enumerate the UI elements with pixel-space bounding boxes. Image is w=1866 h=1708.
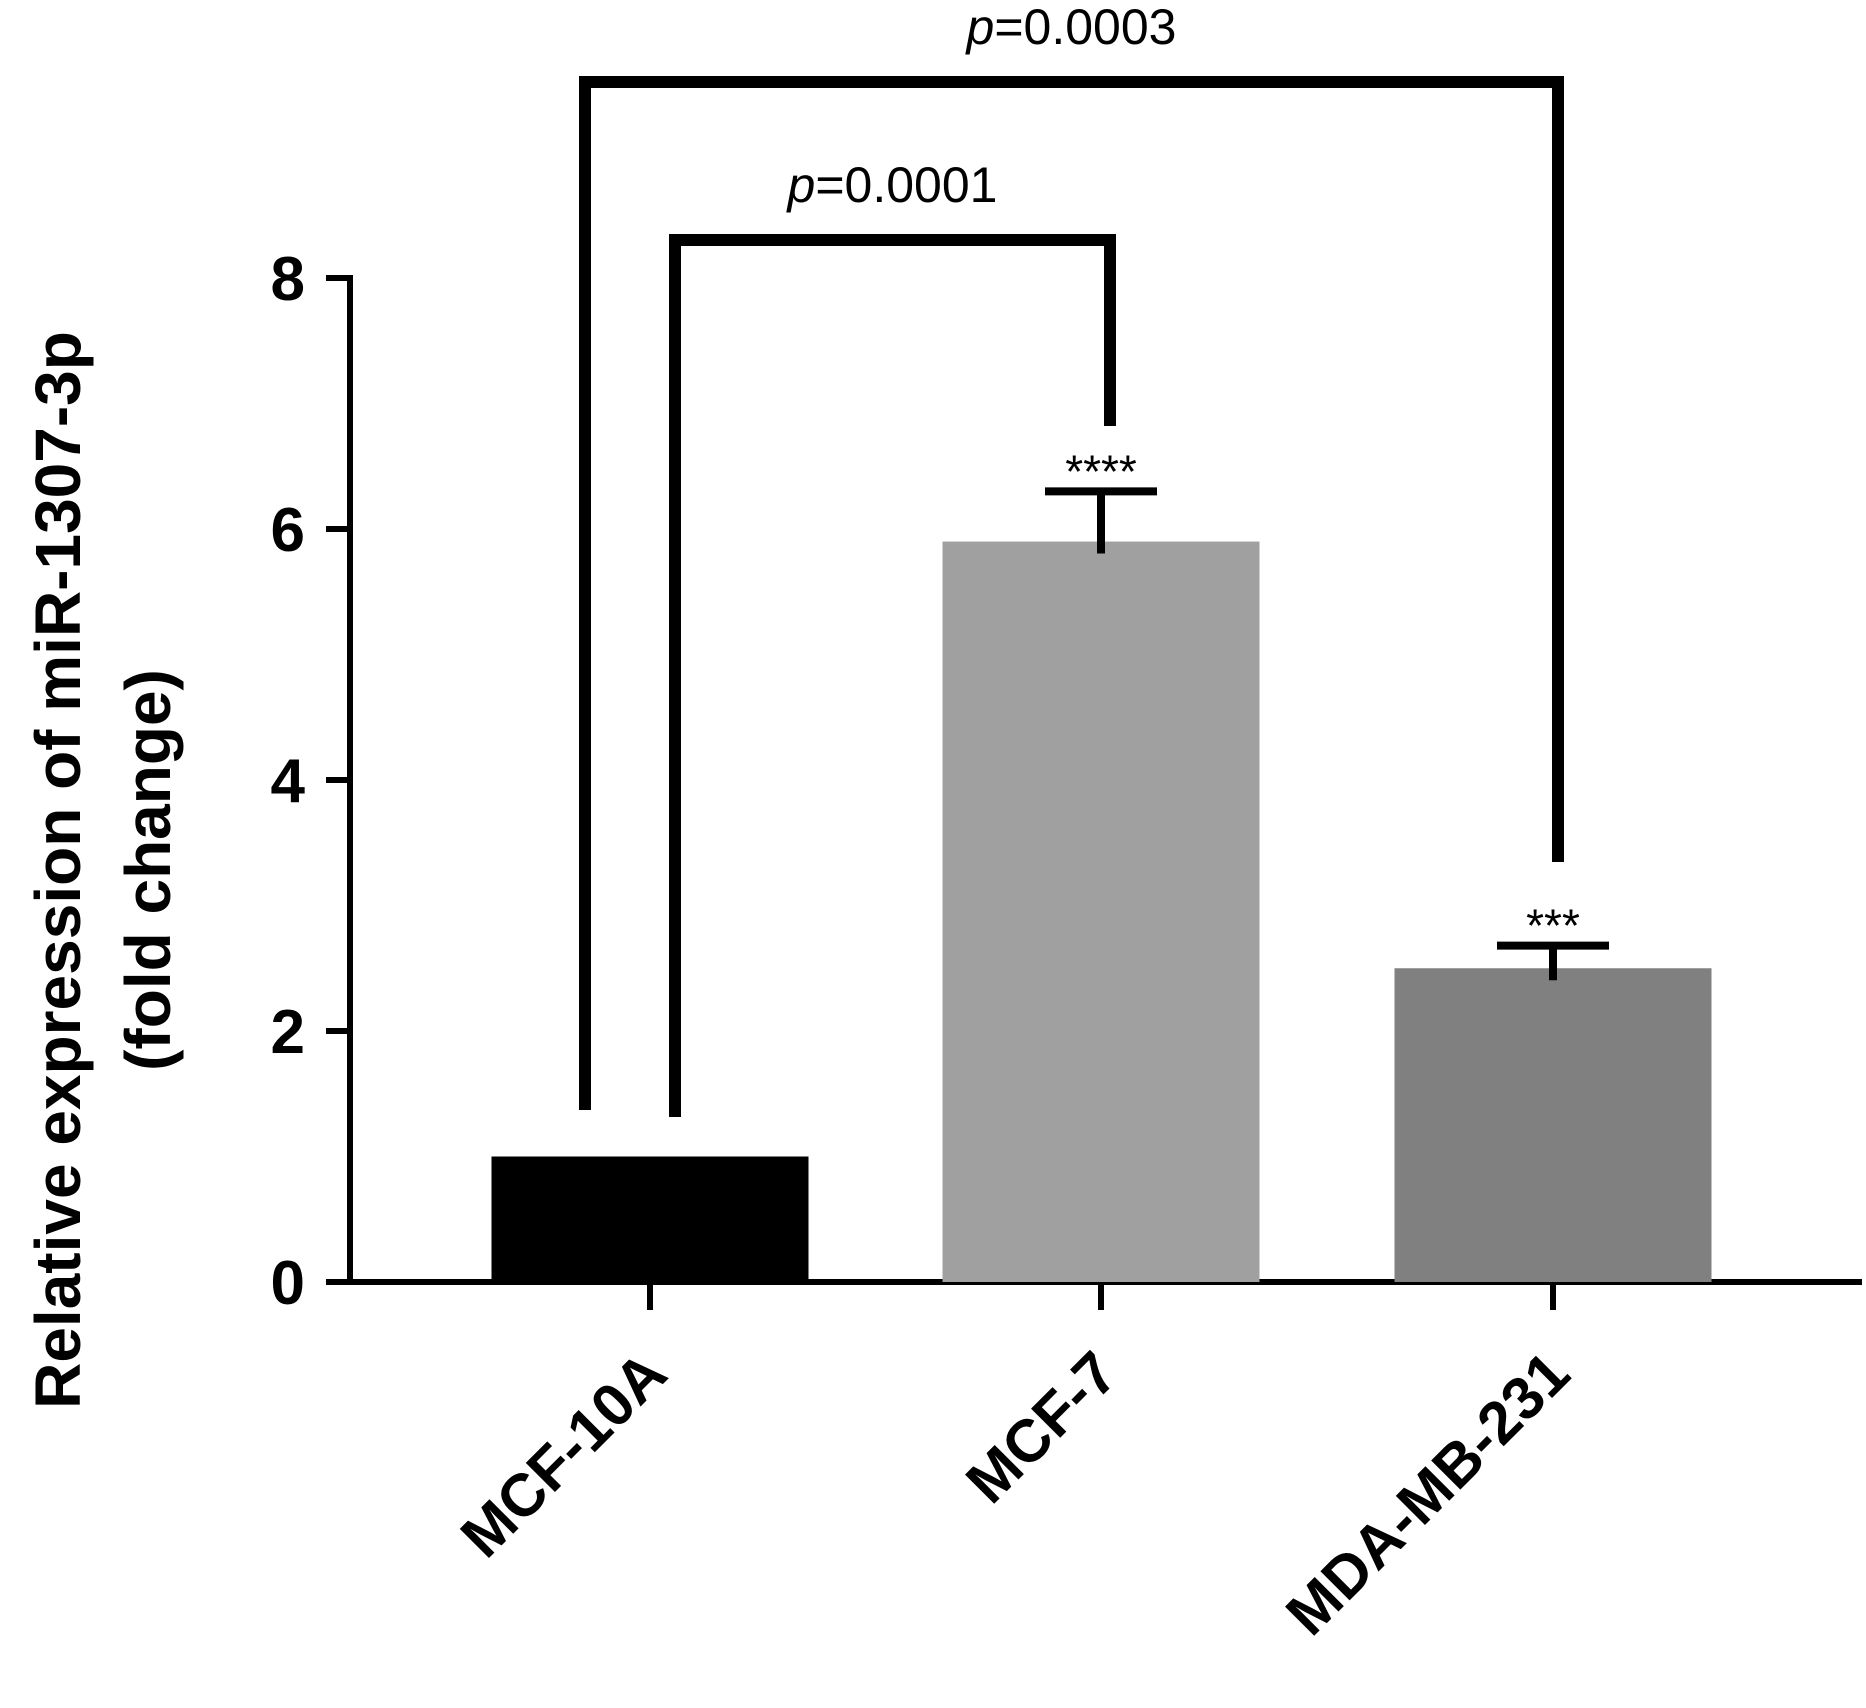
p-value-label: p=0.0001 — [786, 157, 998, 213]
y-axis: 0 2 4 6 8 — [271, 245, 353, 1318]
bars: ******* — [491, 445, 1712, 1282]
y-axis-label-line2: (fold change) — [112, 669, 184, 1071]
y-tick-label: 4 — [271, 747, 306, 816]
x-category-label: MCF-10A — [448, 1339, 679, 1570]
significance-stars: *** — [1526, 900, 1580, 952]
p-value: =0.0003 — [994, 0, 1176, 55]
y-axis-label-line1: Relative expression of miR-1307-3p — [22, 331, 94, 1409]
bar-mda-mb-231 — [1394, 968, 1712, 1282]
y-tick-label: 2 — [271, 998, 305, 1067]
comparison-bracket — [579, 76, 1564, 1110]
p-value-label: p=0.0003 — [965, 0, 1177, 55]
bar-mcf-7 — [942, 541, 1260, 1282]
y-tick-label: 8 — [271, 245, 305, 314]
p-value: =0.0001 — [815, 157, 997, 213]
x-category-label: MCF-7 — [953, 1339, 1130, 1516]
comparison-bracket — [669, 234, 1116, 1117]
p-symbol: p — [965, 0, 995, 55]
bar-mcf-10a — [491, 1156, 809, 1282]
p-symbol: p — [786, 157, 816, 213]
y-tick-label: 6 — [271, 496, 305, 565]
x-category-label: MDA-MB-231 — [1273, 1339, 1582, 1648]
x-axis: MCF-10A MCF-7 MDA-MB-231 — [350, 1279, 1862, 1648]
y-tick-label: 0 — [271, 1249, 305, 1318]
significance-stars: **** — [1065, 445, 1137, 497]
